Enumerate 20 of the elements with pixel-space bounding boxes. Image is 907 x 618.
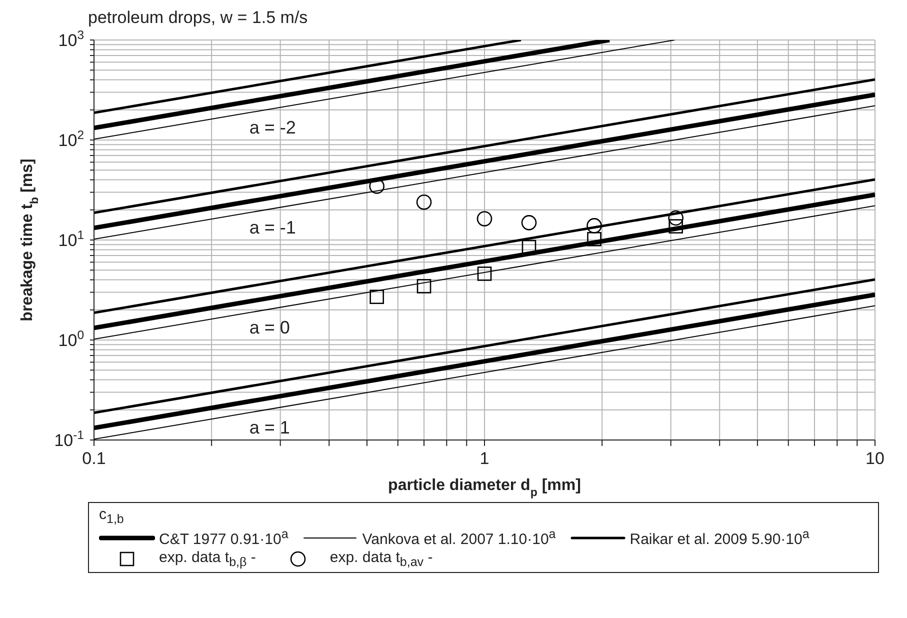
- x-tick-label: 0.1: [82, 449, 106, 468]
- annotation: a = -2: [249, 118, 296, 138]
- legend-label: Raikar et al. 2009 5.90·10$^{a}$: [630, 527, 810, 548]
- x-tick-label: 1: [480, 449, 490, 468]
- annotation: a = 0: [249, 318, 290, 338]
- x-tick-label: 10: [866, 449, 884, 468]
- legend-label: Vankova et al. 2007 1.10·10$^{a}$: [362, 527, 556, 548]
- y-tick-label: 10$^{-1}$: [54, 428, 84, 450]
- legend-label: C&T 1977 0.91·10$^{a}$: [159, 527, 288, 548]
- text: petroleum drops, w = 1.5 m/s: [88, 8, 309, 29]
- legend-title: c$_{1,b}$: [99, 506, 125, 526]
- annotation: a = 1: [249, 418, 290, 438]
- y-tick-label: 10$^{0}$: [58, 328, 84, 350]
- legend-label: exp. data t$_{b,β}$ -: [159, 549, 256, 569]
- y-tick-label: 10$^{1}$: [58, 228, 84, 250]
- y-tick-label: 10$^{2}$: [58, 128, 84, 150]
- annotation: a = -1: [249, 218, 296, 238]
- legend-label: exp. data t$_{b,av}$ -: [330, 549, 433, 569]
- y-tick-label: 10$^{3}$: [58, 28, 84, 50]
- x-axis-title: particle diameter d$_{p}$ [mm]: [388, 477, 581, 499]
